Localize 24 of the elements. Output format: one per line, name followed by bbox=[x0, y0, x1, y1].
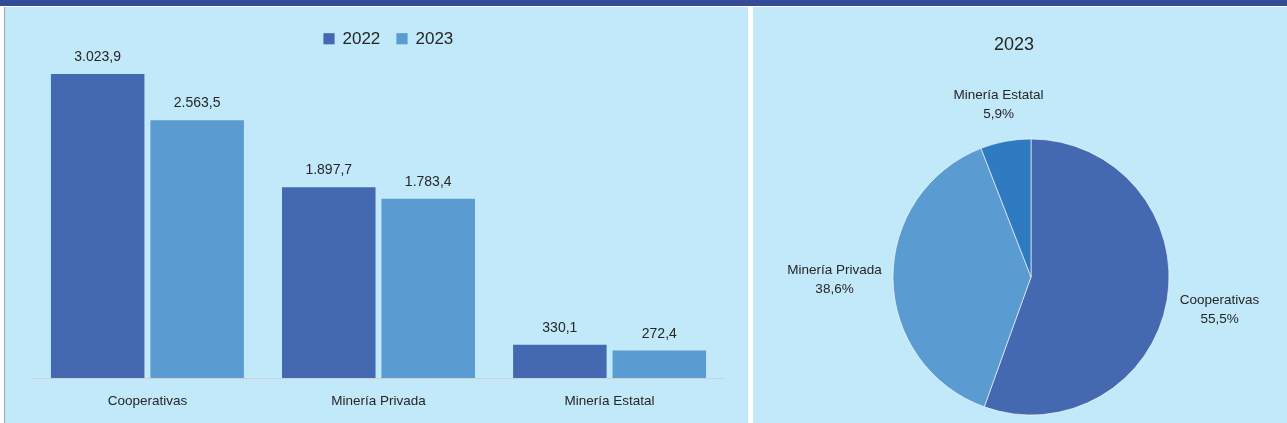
chart-title: 2023 bbox=[993, 33, 1035, 54]
bar bbox=[381, 198, 475, 378]
legend-label: 2022 bbox=[342, 28, 381, 48]
data-label: 1.897,7 bbox=[305, 161, 353, 178]
data-label: 55,5% bbox=[1200, 311, 1239, 327]
bar bbox=[50, 74, 145, 378]
slice-label: Cooperativas bbox=[1179, 292, 1260, 308]
data-label: 272,4 bbox=[641, 324, 678, 341]
bar bbox=[282, 187, 376, 378]
bar bbox=[612, 350, 707, 378]
bar bbox=[513, 344, 607, 378]
data-label: 5,9% bbox=[983, 105, 1014, 121]
x-tick-label: Cooperativas bbox=[107, 392, 188, 408]
bar bbox=[150, 120, 244, 378]
data-label: 3.023,9 bbox=[74, 48, 122, 64]
x-tick-label: Minería Privada bbox=[331, 392, 427, 408]
data-label: 1.783,4 bbox=[404, 172, 452, 189]
data-label: 38,6% bbox=[815, 280, 854, 296]
legend-label: 2023 bbox=[415, 28, 454, 48]
data-label: 330,1 bbox=[542, 318, 578, 335]
slice-label: Minería Privada bbox=[787, 261, 883, 277]
slice-label: Minería Estatal bbox=[953, 86, 1044, 102]
data-label: 2.563,5 bbox=[173, 94, 221, 111]
x-tick-label: Minería Estatal bbox=[564, 392, 655, 408]
